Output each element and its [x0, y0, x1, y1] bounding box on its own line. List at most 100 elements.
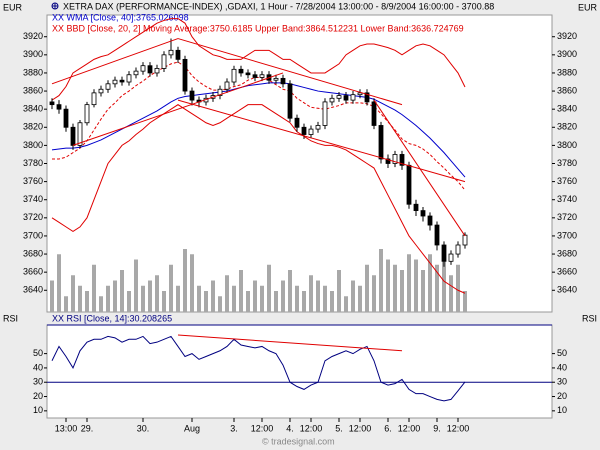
candle-body	[140, 65, 146, 72]
candle-body	[161, 54, 167, 69]
volume-bar	[407, 254, 411, 312]
volume-bar	[288, 270, 292, 312]
y-tick-label: 3760	[23, 176, 43, 186]
volume-bar	[148, 280, 152, 312]
volume-bar	[456, 264, 460, 312]
volume-bar	[99, 296, 103, 312]
y-tick-label: 3840	[23, 104, 43, 114]
x-tick-label: 9.	[433, 423, 441, 433]
x-tick-label: Aug	[184, 423, 200, 433]
candle-body	[322, 101, 328, 126]
candle-body	[448, 253, 454, 262]
y-tick-label: 50	[557, 348, 567, 358]
volume-bar	[435, 264, 439, 312]
candle-body	[462, 234, 468, 246]
volume-bar	[169, 264, 173, 312]
volume-bar	[120, 270, 124, 312]
candle-body	[280, 77, 286, 85]
candle-body	[399, 154, 405, 166]
trendline	[72, 72, 284, 146]
volume-bar	[344, 296, 348, 312]
trendline	[51, 38, 179, 85]
y-tick-label: 3680	[23, 248, 43, 258]
trendline	[373, 99, 466, 237]
volume-bar	[253, 280, 257, 312]
y-tick-label: 30	[557, 377, 567, 387]
candle-body	[238, 68, 244, 74]
y-tick-label: 20	[33, 391, 43, 401]
volume-bar	[155, 275, 159, 312]
volume-bar	[351, 280, 355, 312]
volume-bar	[281, 280, 285, 312]
volume-bar	[204, 291, 208, 312]
y-tick-label: 3800	[557, 140, 577, 150]
price-panel	[46, 14, 553, 313]
y-tick-label: 30	[33, 377, 43, 387]
volume-bar	[183, 249, 187, 312]
candle-body	[441, 244, 447, 262]
y-tick-label: 3820	[23, 122, 43, 132]
volume-bar	[64, 296, 68, 312]
moving-average	[52, 61, 466, 191]
candle-body	[315, 125, 321, 130]
x-tick-label: 13:00	[55, 423, 78, 433]
volume-bar	[141, 285, 145, 312]
volume-bar	[323, 285, 327, 312]
candle-body	[56, 104, 62, 110]
volume-bar	[57, 254, 61, 312]
legend-bbd: XX BBD [Close, 20, 2] Moving Average:375…	[52, 23, 464, 33]
y-tick-label: 3680	[557, 248, 577, 258]
y-tick-label: 10	[33, 405, 43, 415]
volume-bar	[379, 249, 383, 312]
lower-band	[51, 104, 466, 294]
candle-body	[406, 164, 412, 205]
rsi-label-left: RSI	[3, 313, 18, 323]
rsi-line	[51, 335, 466, 402]
candle-body	[385, 158, 391, 164]
y-tick-label: 3820	[557, 122, 577, 132]
rsi-panel	[46, 324, 553, 419]
candle-body	[126, 74, 132, 83]
candle-body	[105, 83, 111, 90]
candle-body	[133, 70, 139, 76]
y-tick-label: 40	[557, 362, 567, 372]
volume-bar	[428, 254, 432, 312]
volume-bar	[386, 259, 390, 312]
x-tick-label: 12:00	[300, 423, 323, 433]
y-tick-label: 3640	[23, 285, 43, 295]
x-tick-label: 6.	[384, 423, 392, 433]
candle-body	[413, 203, 419, 211]
candle-body	[182, 58, 188, 92]
volume-bar	[162, 291, 166, 312]
candle-body	[217, 88, 223, 96]
candle-body	[63, 108, 69, 128]
volume-bar	[400, 270, 404, 312]
candle-body	[189, 90, 195, 101]
volume-bar	[78, 285, 82, 312]
candle-body	[49, 101, 55, 106]
candle-body	[259, 74, 265, 78]
candle-body	[273, 77, 279, 81]
volume-bar	[330, 291, 334, 312]
y-tick-label: 3900	[23, 49, 43, 59]
y-tick-label: 3800	[23, 140, 43, 150]
candle-body	[77, 122, 83, 146]
volume-bar	[295, 285, 299, 312]
x-tick-label: 12:00	[398, 423, 421, 433]
candle-body	[392, 154, 398, 164]
volume-bar	[337, 270, 341, 312]
candle-body	[231, 68, 237, 83]
y-tick-label: 3860	[23, 85, 43, 95]
y-tick-label: 3640	[557, 285, 577, 295]
y-tick-label: 3880	[557, 67, 577, 77]
volume-bar	[302, 291, 306, 312]
y-tick-label: 3740	[557, 194, 577, 204]
candle-body	[343, 95, 349, 101]
x-tick-label: 12:00	[349, 423, 372, 433]
y-tick-label: 3880	[23, 67, 43, 77]
y-tick-label: 3860	[557, 85, 577, 95]
candle-body	[147, 65, 153, 74]
y-tick-label: 3700	[23, 230, 43, 240]
wma-line	[51, 82, 466, 178]
